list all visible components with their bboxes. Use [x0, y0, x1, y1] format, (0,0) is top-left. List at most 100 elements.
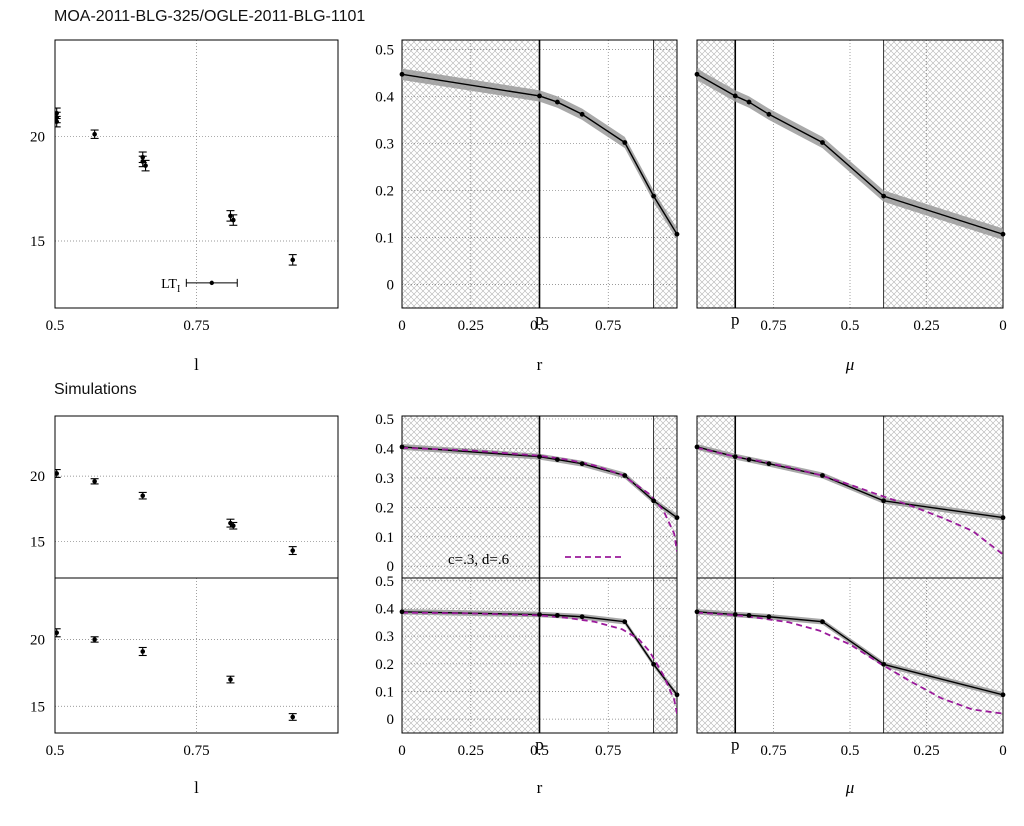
- point-marker: [230, 523, 236, 529]
- plot-area: [55, 628, 297, 721]
- knot-point: [622, 619, 628, 625]
- knot-point: [622, 140, 628, 145]
- figure-title-top: MOA-2011-BLG-325/OGLE-2011-BLG-1101: [54, 8, 366, 25]
- knot-point: [651, 498, 657, 504]
- data-point: [55, 628, 61, 638]
- x-tick-label: 0.75: [595, 318, 621, 334]
- data-point: [138, 646, 147, 657]
- p-marker-label: p: [731, 735, 740, 754]
- model-curve: [402, 611, 677, 714]
- data-point: [138, 491, 147, 500]
- point-marker: [55, 110, 59, 116]
- knot-point: [554, 99, 560, 105]
- data-point: [55, 469, 61, 478]
- knot-point: [1000, 515, 1006, 521]
- axis-box: [696, 577, 1004, 734]
- knot-point: [820, 619, 825, 625]
- knot-point: [651, 661, 657, 667]
- lt-marker: [209, 280, 214, 286]
- point-marker: [92, 479, 97, 484]
- x-tick-label: 0: [999, 743, 1007, 759]
- panel-mu-sim1: [694, 415, 1006, 579]
- y-tick-label: 0.3: [375, 471, 394, 487]
- x-axis-label: l: [194, 778, 199, 797]
- x-tick-label: 0.75: [760, 318, 786, 334]
- data-point: [55, 115, 61, 128]
- knot-point: [537, 454, 542, 460]
- x-tick-label: 0.75: [183, 318, 209, 334]
- y-tick-label: 0.3: [375, 136, 394, 152]
- y-tick-label: 0: [387, 559, 395, 575]
- point-marker: [290, 714, 296, 720]
- y-tick-label: 0.5: [375, 574, 394, 590]
- hatch-region-right: [653, 40, 677, 308]
- data-point: [229, 214, 238, 226]
- y-tick-label: 0.1: [375, 230, 394, 246]
- point-marker: [290, 257, 296, 263]
- knot-point: [674, 515, 680, 521]
- data-point: [226, 675, 235, 684]
- knot-point: [579, 111, 585, 117]
- x-tick-label: 0.25: [458, 318, 484, 334]
- knot-point: [746, 457, 752, 462]
- axis-box: [54, 577, 339, 734]
- p-marker-label: p: [731, 310, 740, 329]
- y-tick-label: 20: [30, 469, 45, 485]
- x-tick-label: 0: [398, 743, 406, 759]
- x-axis-label: l: [194, 355, 199, 374]
- hatch-region-left: [402, 416, 540, 578]
- point-marker: [140, 493, 146, 498]
- axis-box: [54, 415, 339, 579]
- point-marker: [143, 163, 148, 168]
- y-tick-label: 0.2: [375, 657, 394, 673]
- knot-point: [820, 140, 825, 145]
- axis-box: [401, 39, 678, 309]
- y-tick-label: 15: [30, 699, 45, 715]
- point-marker: [140, 159, 146, 164]
- knot-point: [537, 93, 542, 99]
- knot-point: [554, 457, 560, 462]
- x-tick-label: 0.25: [913, 318, 939, 334]
- axis-box: [54, 39, 339, 309]
- hatch-region-right: [653, 578, 677, 733]
- hatch-region-right: [883, 40, 1003, 308]
- x-tick-label: 0.5: [530, 318, 549, 334]
- panel-r-sim2: 0 0.25 0.5 0.75 0 0.1 0.2 0.3 0.4 0.5 r p: [375, 574, 680, 797]
- knot-point: [732, 612, 738, 617]
- y-tick-label: 0: [387, 712, 395, 728]
- uncertainty-band: [402, 443, 677, 521]
- knot-point: [881, 498, 887, 504]
- knot-point: [579, 614, 585, 620]
- knot-point: [674, 231, 680, 237]
- plot-area: [55, 107, 297, 266]
- panel-r-top: 0 0.25 0.5 0.75 0 0.1 0.2 0.3 0.4 0.5 r p: [375, 39, 680, 374]
- y-tick-label: 0: [387, 277, 395, 293]
- p-marker-label: p: [535, 735, 544, 754]
- knot-point: [881, 193, 887, 199]
- knot-point: [674, 692, 680, 698]
- knot-point: [399, 609, 405, 615]
- data-point: [90, 129, 99, 139]
- x-tick-label: 0.5: [530, 743, 549, 759]
- panel-mu-sim2: 0.75 0.5 0.25 0 μ p: [694, 577, 1007, 797]
- y-tick-label: 0.5: [375, 42, 394, 58]
- legend-label: c=.3, d=.6: [448, 552, 510, 568]
- y-tick-label: 20: [30, 129, 45, 145]
- lt-annotation: LTI: [161, 277, 238, 295]
- point-marker: [140, 649, 146, 654]
- knot-point: [732, 93, 738, 99]
- p-marker-label: p: [535, 310, 544, 329]
- y-tick-label: 15: [30, 234, 45, 250]
- point-marker: [228, 213, 233, 219]
- knot-point: [746, 612, 752, 618]
- y-tick-label: 0.1: [375, 530, 394, 546]
- point-marker: [290, 548, 296, 553]
- x-tick-label: 0: [999, 318, 1007, 334]
- axis-box: [696, 39, 1004, 309]
- knot-point: [554, 612, 560, 618]
- y-tick-label: 15: [30, 534, 45, 550]
- hatch-region-left: [697, 578, 736, 733]
- knot-point: [766, 111, 772, 117]
